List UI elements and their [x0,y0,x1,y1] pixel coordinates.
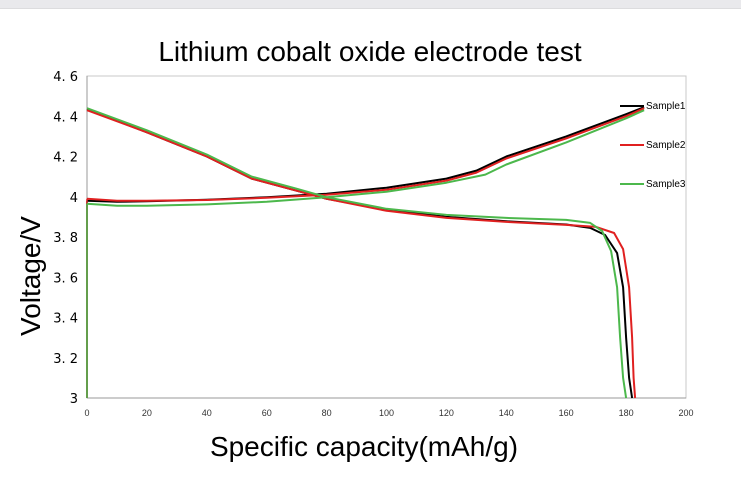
legend-label-sample2: Sample2 [646,140,686,151]
series-line-sample3-charge [86,109,645,207]
window-top-strip [0,0,741,9]
x-tick-label: 80 [322,408,332,418]
x-tick-label: 40 [202,408,212,418]
x-tick-labels: 0 20 40 60 80 100 120 140 160 180 200 [84,408,693,418]
x-tick-label: 140 [499,408,514,418]
series-line-sample1-charge [86,106,645,203]
y-axis-label: Voltage/V [15,216,46,336]
series-lines [86,106,645,399]
y-tick-label: 3. 2 [53,352,78,367]
x-axis-label: Specific capacity(mAh/g) [210,431,518,462]
series-line-sample3-discharge [86,107,628,399]
x-tick-label: 200 [678,408,693,418]
y-tick-label: 4 [70,191,78,206]
x-tick-label: 180 [619,408,634,418]
series-line-sample2-charge [86,107,645,202]
x-tick-label: 60 [262,408,272,418]
chart-title: Lithium cobalt oxide electrode test [158,36,582,67]
y-tick-label: 4. 2 [53,151,78,166]
y-tick-label: 3 [70,392,78,407]
legend-label-sample1: Sample1 [646,101,686,112]
y-tick-label: 4. 4 [53,110,78,125]
series-line-sample1-discharge [86,108,634,399]
y-tick-label: 3. 4 [53,312,78,327]
x-tick-label: 100 [379,408,394,418]
legend: Sample1 Sample2 Sample3 [620,101,686,190]
x-tick-label: 120 [439,408,454,418]
legend-label-sample3: Sample3 [646,179,686,190]
y-tick-label: 3. 6 [53,271,78,286]
x-tick-label: 0 [84,408,89,418]
x-tick-label: 160 [559,408,574,418]
y-tick-label: 4. 6 [53,70,78,85]
y-tick-labels: 3 3. 2 3. 4 3. 6 3. 8 4 4. 2 4. 4 4. 6 [53,70,78,407]
y-tick-label: 3. 8 [53,231,78,246]
x-tick-label: 20 [142,408,152,418]
series-line-sample2-discharge [86,109,637,399]
